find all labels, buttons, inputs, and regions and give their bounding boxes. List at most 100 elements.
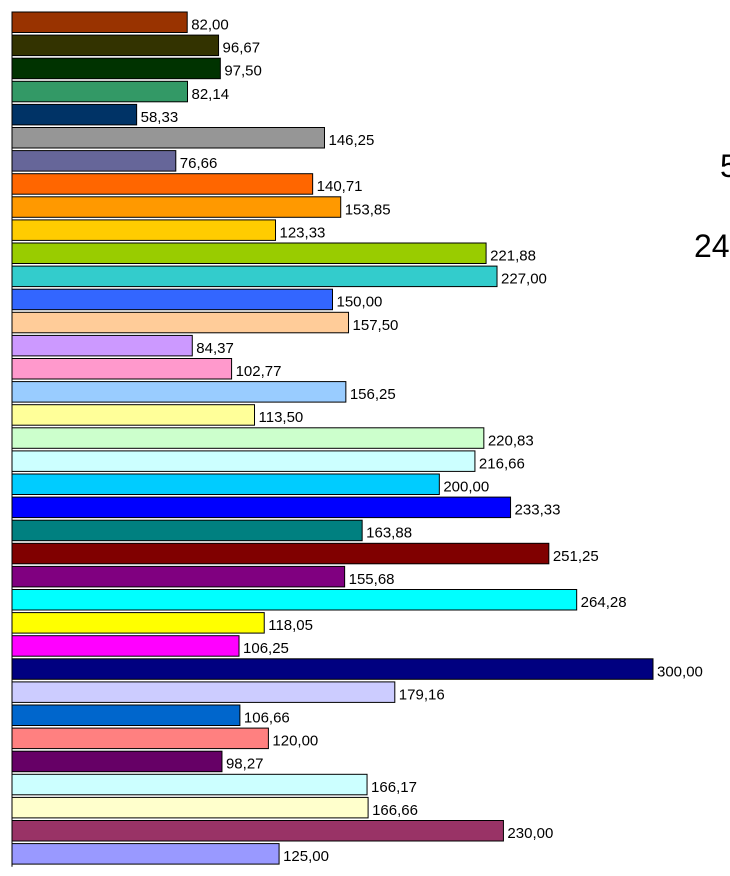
data-label-bg-11 bbox=[488, 247, 539, 263]
data-label-27: 118,05 bbox=[268, 617, 313, 634]
data-label-bg-5 bbox=[138, 108, 189, 124]
data-label-34: 166,17 bbox=[371, 779, 417, 796]
bar-11 bbox=[11, 242, 487, 264]
data-label-bg-19 bbox=[485, 432, 536, 448]
data-label-bg-17 bbox=[347, 386, 398, 402]
bar-25 bbox=[11, 565, 346, 588]
data-label-21: 200,00 bbox=[443, 479, 489, 496]
data-label-bg-30 bbox=[396, 686, 447, 702]
data-label-1: 82,00 bbox=[191, 17, 229, 34]
data-label-37: 125,00 bbox=[283, 848, 329, 865]
data-label-bg-1 bbox=[189, 16, 240, 32]
data-label-17: 156,25 bbox=[350, 386, 396, 403]
data-label-5: 58,33 bbox=[141, 109, 179, 126]
data-label-bg-23 bbox=[364, 524, 415, 540]
data-label-6: 146,25 bbox=[328, 132, 374, 149]
bar-30 bbox=[11, 681, 396, 703]
bar-12 bbox=[11, 265, 498, 288]
bar-3 bbox=[11, 57, 221, 80]
data-label-22: 233,33 bbox=[515, 502, 561, 519]
data-label-35: 166,66 bbox=[372, 802, 418, 819]
data-label-bg-32 bbox=[270, 732, 321, 748]
data-label-36: 230,00 bbox=[507, 825, 553, 842]
data-label-bg-20 bbox=[476, 455, 527, 471]
data-label-29: 300,00 bbox=[657, 663, 703, 680]
data-label-bg-7 bbox=[177, 155, 228, 171]
bar-4 bbox=[11, 80, 189, 103]
data-label-11: 221,88 bbox=[490, 248, 536, 265]
bar-35 bbox=[11, 796, 369, 819]
data-label-bg-26 bbox=[578, 594, 629, 609]
bar-24 bbox=[11, 542, 550, 565]
data-label-bg-4 bbox=[189, 85, 240, 101]
data-label-bg-6 bbox=[326, 132, 377, 147]
bar-34 bbox=[11, 773, 368, 796]
data-label-19: 220,83 bbox=[488, 432, 534, 449]
data-label-8: 140,71 bbox=[317, 178, 363, 195]
data-label-4: 82,14 bbox=[192, 86, 230, 103]
data-label-30: 179,16 bbox=[399, 686, 445, 703]
data-label-bg-27 bbox=[266, 617, 317, 633]
data-label-bg-33 bbox=[223, 755, 274, 771]
data-label-bg-9 bbox=[342, 201, 393, 217]
data-label-18: 113,50 bbox=[259, 409, 304, 426]
bar-10 bbox=[11, 219, 277, 241]
data-label-13: 150,00 bbox=[337, 294, 383, 311]
data-label-bg-37 bbox=[281, 848, 332, 864]
data-label-32: 120,00 bbox=[272, 733, 318, 750]
bar-13 bbox=[11, 288, 333, 311]
data-label-bg-35 bbox=[370, 801, 421, 817]
data-label-26: 264,28 bbox=[581, 594, 627, 611]
data-label-bg-18 bbox=[256, 409, 307, 425]
bar-16 bbox=[11, 358, 233, 380]
bar-6 bbox=[11, 127, 325, 149]
data-label-23: 163,88 bbox=[366, 525, 412, 542]
bar-28 bbox=[11, 635, 240, 657]
partial-label-b: 24 bbox=[694, 228, 730, 264]
data-label-bg-3 bbox=[222, 62, 273, 78]
data-label-16: 102,77 bbox=[236, 363, 282, 380]
data-label-bg-28 bbox=[241, 640, 292, 656]
data-label-bg-12 bbox=[499, 270, 550, 286]
bar-27 bbox=[11, 612, 265, 634]
data-label-bg-25 bbox=[346, 570, 397, 586]
bar-20 bbox=[11, 450, 476, 472]
bar-23 bbox=[11, 519, 363, 542]
data-label-bg-2 bbox=[220, 39, 271, 55]
data-label-28: 106,25 bbox=[243, 640, 289, 657]
bar-21 bbox=[11, 473, 440, 495]
bar-19 bbox=[11, 427, 485, 449]
data-label-bg-31 bbox=[241, 709, 292, 725]
data-label-bg-24 bbox=[550, 547, 601, 563]
bar-14 bbox=[11, 311, 350, 334]
bar-36 bbox=[11, 820, 504, 842]
data-label-7: 76,66 bbox=[180, 155, 218, 172]
data-label-20: 216,66 bbox=[479, 455, 525, 472]
data-label-31: 106,66 bbox=[244, 710, 290, 727]
bar-5 bbox=[11, 103, 138, 126]
bar-9 bbox=[11, 196, 342, 218]
bar-8 bbox=[11, 173, 314, 195]
data-label-bg-21 bbox=[441, 478, 492, 494]
data-label-bg-15 bbox=[194, 339, 245, 355]
data-label-2: 96,67 bbox=[223, 40, 261, 57]
data-label-bg-8 bbox=[314, 178, 365, 194]
data-label-bg-16 bbox=[233, 363, 284, 378]
data-label-25: 155,68 bbox=[349, 571, 395, 588]
data-label-bg-14 bbox=[350, 316, 401, 332]
bar-32 bbox=[11, 727, 269, 750]
data-label-bg-29 bbox=[655, 663, 705, 679]
data-label-bg-13 bbox=[334, 293, 385, 309]
bar-15 bbox=[11, 334, 193, 357]
data-label-10: 123,33 bbox=[280, 224, 326, 241]
partial-label-a: 5 bbox=[720, 148, 730, 184]
data-label-15: 84,37 bbox=[196, 340, 234, 357]
bar-33 bbox=[11, 750, 223, 773]
data-label-33: 98,27 bbox=[226, 756, 264, 773]
bar-22 bbox=[11, 496, 512, 519]
bar-1 bbox=[11, 11, 188, 33]
bar-29 bbox=[11, 658, 654, 680]
data-label-bg-36 bbox=[505, 825, 556, 840]
data-label-bg-10 bbox=[277, 224, 328, 240]
